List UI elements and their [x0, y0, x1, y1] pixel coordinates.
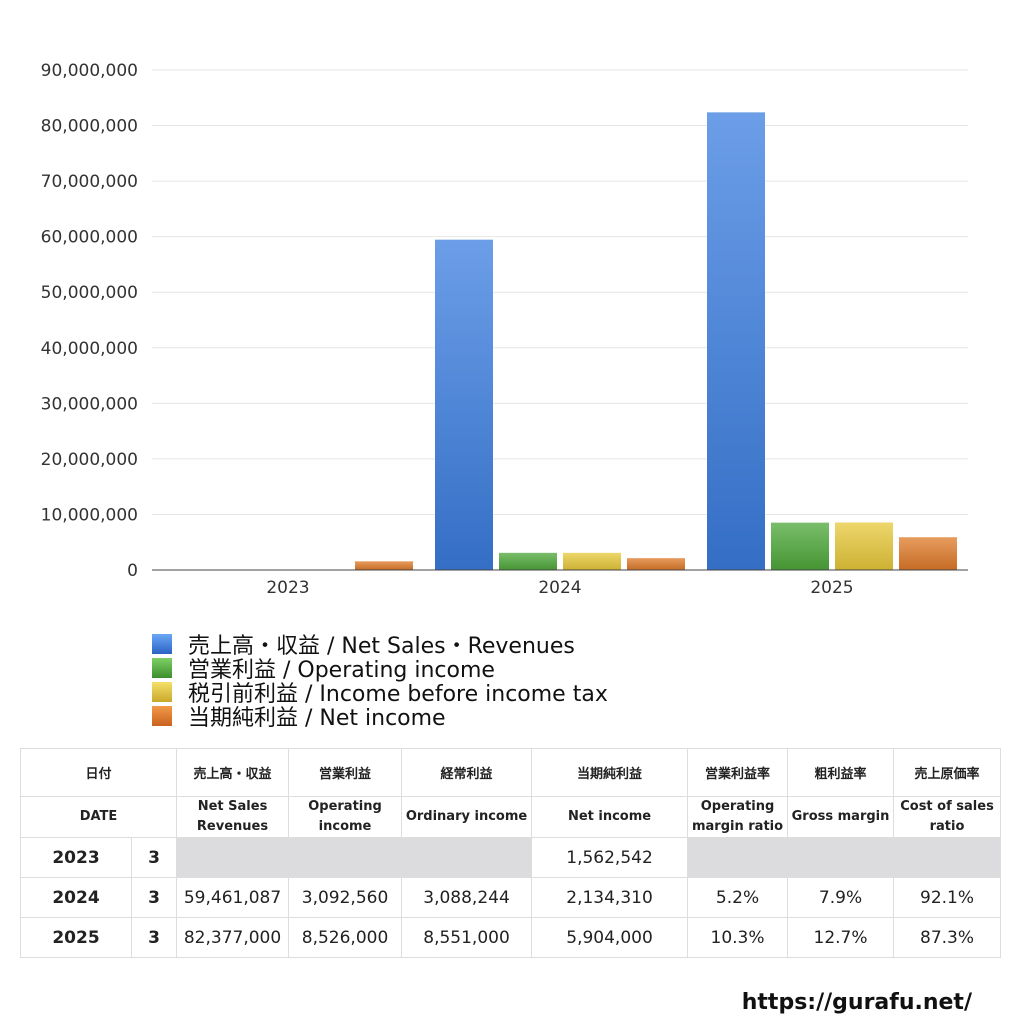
month-cell: 3: [130, 917, 178, 958]
data-cell: [787, 837, 895, 878]
bar-2024-series-0: [435, 239, 493, 570]
header-cell: 営業利益: [288, 748, 403, 797]
y-tick-label: 70,000,000: [41, 172, 138, 192]
bar-2025-series-3: [899, 537, 957, 570]
legend-swatch: [152, 634, 172, 654]
data-cell: 5.2%: [687, 877, 789, 918]
data-cell: 2,134,310: [531, 877, 689, 918]
y-tick-label: 80,000,000: [41, 117, 138, 137]
legend-item-net-sales: 売上高・収益 / Net Sales・Revenues: [152, 632, 608, 659]
header-cell: Cost of sales ratio: [893, 796, 1002, 838]
data-cell: 7.9%: [787, 877, 895, 918]
month-cell: 3: [130, 877, 178, 918]
data-cell: 82,377,000: [176, 917, 290, 958]
y-tick-label: 50,000,000: [41, 283, 138, 303]
data-cell: 3,088,244: [401, 877, 533, 918]
bar-2025-series-1: [771, 522, 829, 570]
table-header-jp: 日付 売上高・収益 営業利益 経常利益 当期純利益 営業利益率 粗利益率 売上原…: [19, 748, 1002, 797]
x-tick-label: 2025: [810, 578, 853, 598]
data-cell: [176, 837, 290, 878]
header-cell: 売上原価率: [893, 748, 1002, 797]
legend-item-net-income: 当期純利益 / Net income: [152, 704, 608, 731]
table-row: 2024 3 59,461,087 3,092,560 3,088,244 2,…: [20, 877, 1002, 918]
y-tick-label: 10,000,000: [41, 505, 138, 525]
table-header-en: DATE Net Sales Revenues Operating income…: [19, 796, 1002, 838]
data-cell: 8,526,000: [288, 917, 403, 958]
legend-label: 当期純利益 / Net income: [188, 706, 446, 731]
y-axis-ticks: 0 10,000,000 20,000,000 30,000,000 40,000,00…: [41, 61, 138, 581]
bar-2025-series-0: [707, 112, 765, 570]
header-cell: 経常利益: [401, 748, 533, 797]
header-cell: Net Sales Revenues: [176, 796, 290, 838]
legend-swatch: [152, 706, 172, 726]
legend-item-operating-income: 営業利益 / Operating income: [152, 656, 608, 683]
y-tick-label: 90,000,000: [41, 61, 138, 81]
data-cell: 12.7%: [787, 917, 895, 958]
y-tick-label: 20,000,000: [41, 450, 138, 470]
bar-chart: 0 10,000,000 20,000,000 30,000,000 40,000,00…: [41, 61, 968, 598]
legend-item-income-before-tax: 税引前利益 / Income before income tax: [152, 680, 608, 707]
data-cell: [893, 837, 1002, 878]
header-cell: Net income: [531, 796, 689, 838]
bars: [355, 112, 957, 570]
y-tick-label: 0: [127, 561, 138, 581]
header-cell: 日付: [19, 748, 178, 797]
x-tick-label: 2023: [266, 578, 309, 598]
financial-table: 日付 売上高・収益 営業利益 経常利益 当期純利益 営業利益率 粗利益率 売上原…: [19, 748, 1002, 958]
year-cell: 2023: [20, 837, 132, 878]
chart-legend: 売上高・収益 / Net Sales・Revenues 営業利益 / Opera…: [152, 632, 608, 731]
header-cell: Operating margin ratio: [687, 796, 789, 838]
data-cell: [401, 837, 533, 878]
x-tick-label: 2024: [538, 578, 581, 598]
bar-2024-series-3: [627, 558, 685, 570]
y-tick-label: 40,000,000: [41, 339, 138, 359]
legend-label: 売上高・収益 / Net Sales・Revenues: [188, 634, 575, 659]
header-cell: Ordinary income: [401, 796, 533, 838]
year-cell: 2025: [20, 917, 132, 958]
data-cell: 5,904,000: [531, 917, 689, 958]
table-row: 2023 3 1,562,542: [20, 837, 1002, 878]
data-cell: 1,562,542: [531, 837, 689, 878]
bar-2025-series-2: [835, 522, 893, 570]
data-cell: [288, 837, 403, 878]
data-cell: 8,551,000: [401, 917, 533, 958]
data-cell: 10.3%: [687, 917, 789, 958]
header-cell: 営業利益率: [687, 748, 789, 797]
year-cell: 2024: [20, 877, 132, 918]
grid-lines: [152, 69, 968, 515]
legend-label: 営業利益 / Operating income: [188, 658, 495, 683]
header-cell: 売上高・収益: [176, 748, 290, 797]
legend-label: 税引前利益 / Income before income tax: [188, 682, 608, 707]
bar-2023-series-3: [355, 561, 413, 570]
month-cell: 3: [130, 837, 178, 878]
header-cell: DATE: [19, 796, 178, 838]
header-cell: Gross margin: [787, 796, 895, 838]
y-tick-label: 60,000,000: [41, 228, 138, 248]
header-cell: 粗利益率: [787, 748, 895, 797]
data-cell: [687, 837, 789, 878]
data-cell: 59,461,087: [176, 877, 290, 918]
y-tick-label: 30,000,000: [41, 394, 138, 414]
header-cell: 当期純利益: [531, 748, 689, 797]
table-row: 2025 3 82,377,000 8,526,000 8,551,000 5,…: [20, 917, 1002, 958]
x-axis-ticks: 2023 2024 2025: [266, 578, 853, 598]
site-url-link[interactable]: https://gurafu.net/: [741, 990, 972, 1015]
legend-swatch: [152, 658, 172, 678]
legend-swatch: [152, 682, 172, 702]
bar-2024-series-1: [499, 552, 557, 570]
data-cell: 3,092,560: [288, 877, 403, 918]
bar-2024-series-2: [563, 552, 621, 570]
header-cell: Operating income: [288, 796, 403, 838]
data-cell: 92.1%: [893, 877, 1002, 918]
data-cell: 87.3%: [893, 917, 1002, 958]
